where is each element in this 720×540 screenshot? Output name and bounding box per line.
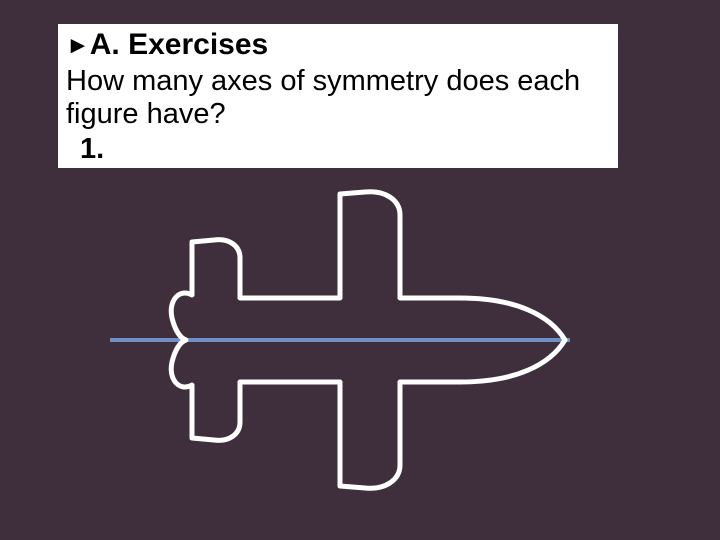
arrow-icon: ► — [66, 32, 90, 59]
text-box: ►A. Exercises How many axes of symmetry … — [58, 24, 618, 168]
section-heading: ►A. Exercises — [66, 28, 610, 63]
slide: ►A. Exercises How many axes of symmetry … — [0, 0, 720, 540]
question-text: How many axes of symmetry does each figu… — [66, 65, 610, 132]
figure-airplane — [110, 180, 590, 500]
item-number: 1. — [80, 133, 610, 166]
heading-text: A. Exercises — [90, 28, 268, 61]
